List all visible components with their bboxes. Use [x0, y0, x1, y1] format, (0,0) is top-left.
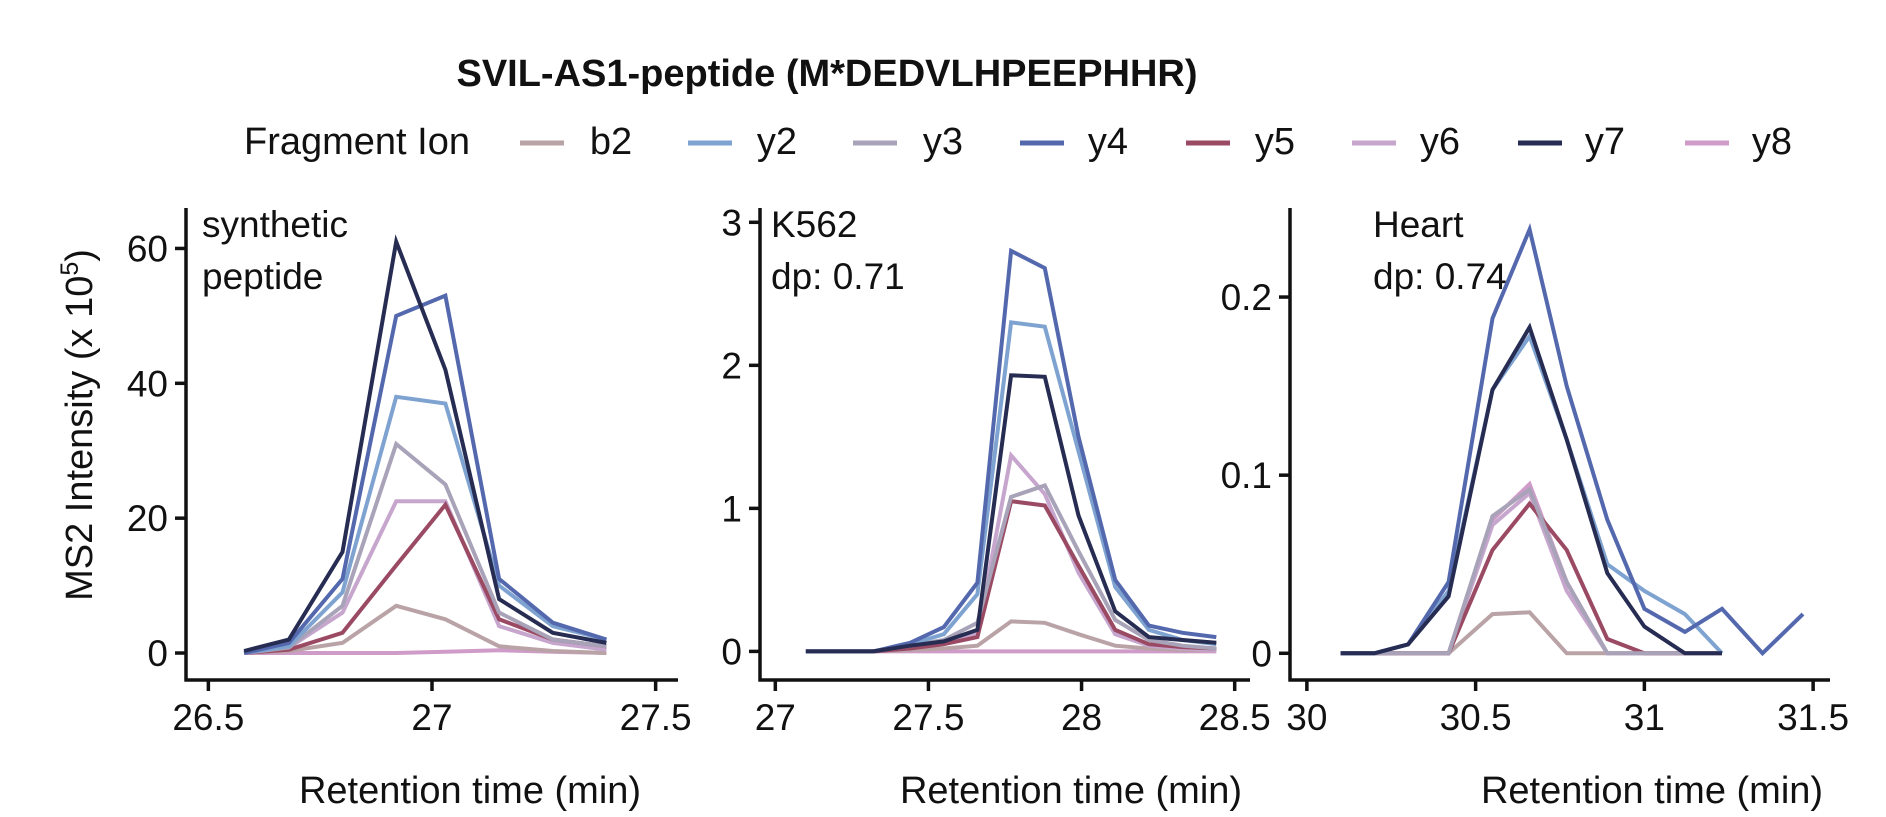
y-tick-label: 0	[147, 633, 168, 674]
legend-label-y8: y8	[1752, 121, 1792, 163]
series-line-y3	[1340, 486, 1722, 656]
chart-panel-k562: 0 1 2 3 27 27.5 28 28.5 Retention time (min) K562…	[721, 202, 1270, 812]
series-line-y4	[805, 247, 1217, 654]
x-tick-label: 30	[1286, 697, 1327, 738]
y-tick-label: 0.1	[1221, 455, 1272, 496]
y-tick-label: 0.2	[1221, 277, 1272, 318]
panel-label: dp: 0.74	[1373, 256, 1507, 297]
x-tick-label: 27	[411, 697, 452, 738]
x-tick-label: 27	[755, 697, 796, 738]
y-tick-label: 2	[721, 345, 742, 386]
series-line-y7	[1340, 322, 1722, 656]
series-line-b2	[244, 603, 607, 655]
panel-label: synthetic	[202, 204, 348, 245]
legend-label-y6: y6	[1420, 121, 1460, 163]
x-tick-label: 30.5	[1440, 697, 1512, 738]
x-axis-label: Retention time (min)	[900, 770, 1242, 812]
chart-panel-heart: 0 0.1 0.2 30 30.5 31 31.5 Retention time (min) H…	[1221, 204, 1850, 812]
series-line-y3	[243, 440, 607, 655]
panel-label: peptide	[202, 256, 323, 297]
series-line-y2	[243, 394, 607, 655]
x-axis-label: Retention time (min)	[299, 770, 641, 812]
chart-panel-synthetic: 0 20 40 60 26.5 27 27.5 Retention time (min) syn…	[127, 204, 692, 812]
series-line-y2	[805, 320, 1217, 654]
series-line-y6	[1340, 489, 1722, 656]
series-line-y7	[243, 234, 607, 653]
y-tick-label: 0	[1251, 633, 1272, 674]
x-tick-label: 27.5	[892, 697, 964, 738]
legend-title: Fragment Ion	[244, 121, 470, 163]
series-line-y5	[805, 498, 1217, 654]
y-tick-label: 60	[127, 228, 168, 269]
legend-label-y4: y4	[1088, 121, 1128, 163]
y-tick-label: 3	[721, 202, 742, 243]
chart-title: SVIL-AS1-peptide (M*DEDVLHPEEPHHR)	[456, 53, 1197, 95]
y-tick-label: 1	[721, 488, 742, 529]
legend: Fragment Ion b2 y2 y3 y4 y5 y6 y7 y8	[244, 121, 1792, 163]
series-line-y5	[1340, 500, 1722, 656]
x-tick-label: 27.5	[620, 697, 692, 738]
x-tick-label: 31	[1624, 697, 1665, 738]
series-line-y7	[805, 373, 1217, 654]
series-line-y4	[243, 292, 607, 655]
panel-label: Heart	[1373, 204, 1464, 245]
legend-label-b2: b2	[590, 121, 632, 163]
y-tick-label: 20	[127, 498, 168, 539]
legend-label-y2: y2	[757, 121, 797, 163]
series-line-y8	[1340, 480, 1722, 656]
panel-label: K562	[771, 204, 857, 245]
x-tick-label: 28.5	[1199, 697, 1271, 738]
y-axis-label: MS2 Intensity (x 105)	[56, 249, 101, 601]
y-tick-label: 0	[721, 631, 742, 672]
y-tick-label: 40	[127, 363, 168, 404]
x-axis-label: Retention time (min)	[1481, 770, 1823, 812]
x-tick-label: 26.5	[172, 697, 244, 738]
legend-label-y5: y5	[1255, 121, 1295, 163]
panel-label: dp: 0.71	[771, 256, 905, 297]
x-tick-label: 31.5	[1777, 697, 1849, 738]
legend-label-y7: y7	[1585, 121, 1625, 163]
x-tick-label: 28	[1061, 697, 1102, 738]
legend-label-y3: y3	[923, 121, 963, 163]
